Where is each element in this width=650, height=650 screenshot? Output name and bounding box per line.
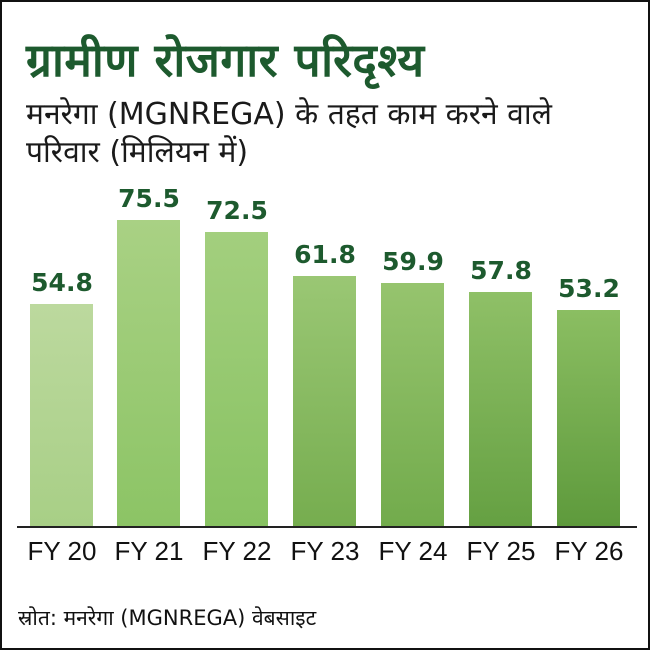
x-axis-category-label: FY 26 — [554, 536, 624, 566]
x-axis-category-label: FY 23 — [290, 536, 360, 566]
bar — [381, 283, 444, 526]
x-axis-category-label: FY 21 — [114, 536, 184, 566]
bar — [293, 275, 356, 526]
source-note: स्रोत: मनरेगा (MGNREGA) वेबसाइट — [18, 606, 317, 630]
x-axis-line — [17, 526, 637, 528]
bar-value-label: 57.8 — [470, 255, 532, 285]
bar-value-label: 61.8 — [294, 239, 356, 269]
x-axis-category-label: FY 24 — [378, 536, 448, 566]
bar — [30, 303, 93, 526]
chart-subtitle: मनरेगा (MGNREGA) के तहत काम करने वाले पर… — [26, 97, 552, 170]
bar-value-label: 59.9 — [382, 247, 444, 277]
bar — [557, 310, 620, 526]
bar-value-label: 72.5 — [206, 196, 268, 226]
bar-value-label: 54.8 — [31, 267, 93, 297]
bar — [469, 291, 532, 526]
bar-value-label: 75.5 — [118, 184, 180, 213]
x-axis-category-label: FY 22 — [202, 536, 272, 566]
bar — [117, 220, 180, 526]
x-axis-category-label: FY 20 — [27, 536, 97, 566]
chart-title: ग्रामीण रोजगार परिदृश्य — [26, 33, 425, 87]
bar-value-label: 53.2 — [558, 274, 620, 304]
bar — [205, 232, 268, 526]
x-axis-category-label: FY 25 — [466, 536, 536, 566]
